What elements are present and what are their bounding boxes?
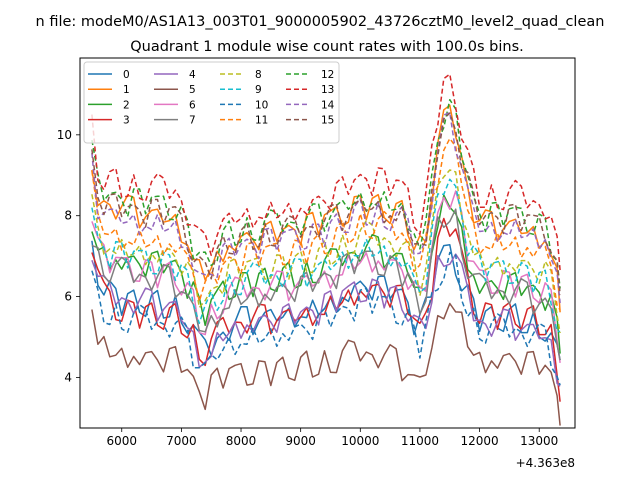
axes-border xyxy=(79,57,576,429)
legend-item-5: 5 xyxy=(154,84,196,96)
legend-item-4: 4 xyxy=(154,69,196,81)
legend-label-10: 10 xyxy=(255,99,268,111)
legend-label-2: 2 xyxy=(123,99,130,111)
legend-label-4: 4 xyxy=(189,69,196,81)
legend-label-5: 5 xyxy=(189,84,196,96)
legend-item-13: 13 xyxy=(286,84,334,96)
series-line-15 xyxy=(91,112,561,295)
x-tick-label-11000: 11000 xyxy=(401,434,439,448)
series-line-3 xyxy=(91,217,561,402)
legend-label-7: 7 xyxy=(189,115,196,127)
series-line-11 xyxy=(91,137,561,311)
legend-item-3: 3 xyxy=(88,115,130,127)
x-tick-label-6000: 6000 xyxy=(106,434,137,448)
y-axis: 4 6 8 10 xyxy=(57,128,80,384)
legend-item-1: 1 xyxy=(88,84,130,96)
x-tick-label-12000: 12000 xyxy=(460,434,498,448)
legend-item-9: 9 xyxy=(220,84,262,96)
legend-label-0: 0 xyxy=(123,69,130,81)
y-tick-label-4: 4 xyxy=(64,370,72,384)
legend-label-15: 15 xyxy=(321,115,334,127)
legend-label-6: 6 xyxy=(189,99,196,111)
figure-suptitle: n file: modeM0/AS1A13_003T01_9000005902_… xyxy=(36,14,605,30)
legend-label-14: 14 xyxy=(321,99,335,111)
series-line-12 xyxy=(91,98,561,289)
x-axis: 6000 7000 8000 9000 10000 11000 12000 13000 xyxy=(106,428,558,448)
series-line-4 xyxy=(91,253,561,387)
x-tick-label-10000: 10000 xyxy=(341,434,379,448)
series-layer xyxy=(91,73,561,426)
x-tick-label-7000: 7000 xyxy=(166,434,197,448)
series-line-10 xyxy=(91,251,561,386)
series-line-6 xyxy=(91,190,561,364)
legend-label-8: 8 xyxy=(255,69,262,81)
legend-item-11: 11 xyxy=(220,115,268,127)
plot-area: 6000 7000 8000 9000 10000 11000 12000 13000 4 6 8… xyxy=(57,57,576,470)
x-tick-label-13000: 13000 xyxy=(520,434,558,448)
legend-label-1: 1 xyxy=(123,84,130,96)
legend-item-0: 0 xyxy=(88,69,130,81)
series-line-8 xyxy=(91,169,561,334)
legend-item-6: 6 xyxy=(154,99,196,111)
legend-label-3: 3 xyxy=(123,115,130,127)
legend-label-13: 13 xyxy=(321,84,334,96)
series-line-13 xyxy=(91,73,561,271)
legend-item-7: 7 xyxy=(154,115,196,127)
series-line-5 xyxy=(91,302,561,426)
x-tick-label-8000: 8000 xyxy=(226,434,257,448)
y-tick-label-10: 10 xyxy=(57,128,72,142)
y-tick-label-6: 6 xyxy=(64,290,72,304)
x-tick-label-9000: 9000 xyxy=(285,434,316,448)
legend-frame xyxy=(83,61,340,144)
chart-title: Quadrant 1 module wise count rates with … xyxy=(130,39,524,55)
legend-item-10: 10 xyxy=(220,99,268,111)
legend-label-9: 9 xyxy=(255,84,262,96)
y-tick-label-8: 8 xyxy=(64,209,72,223)
x-offset-label: +4.363e8 xyxy=(516,456,575,470)
legend-item-2: 2 xyxy=(88,99,130,111)
legend-item-15: 15 xyxy=(286,115,334,127)
legend-label-12: 12 xyxy=(321,69,334,81)
legend-item-8: 8 xyxy=(220,69,262,81)
legend-item-14: 14 xyxy=(286,99,335,111)
legend-label-11: 11 xyxy=(255,115,268,127)
legend-item-12: 12 xyxy=(286,69,334,81)
